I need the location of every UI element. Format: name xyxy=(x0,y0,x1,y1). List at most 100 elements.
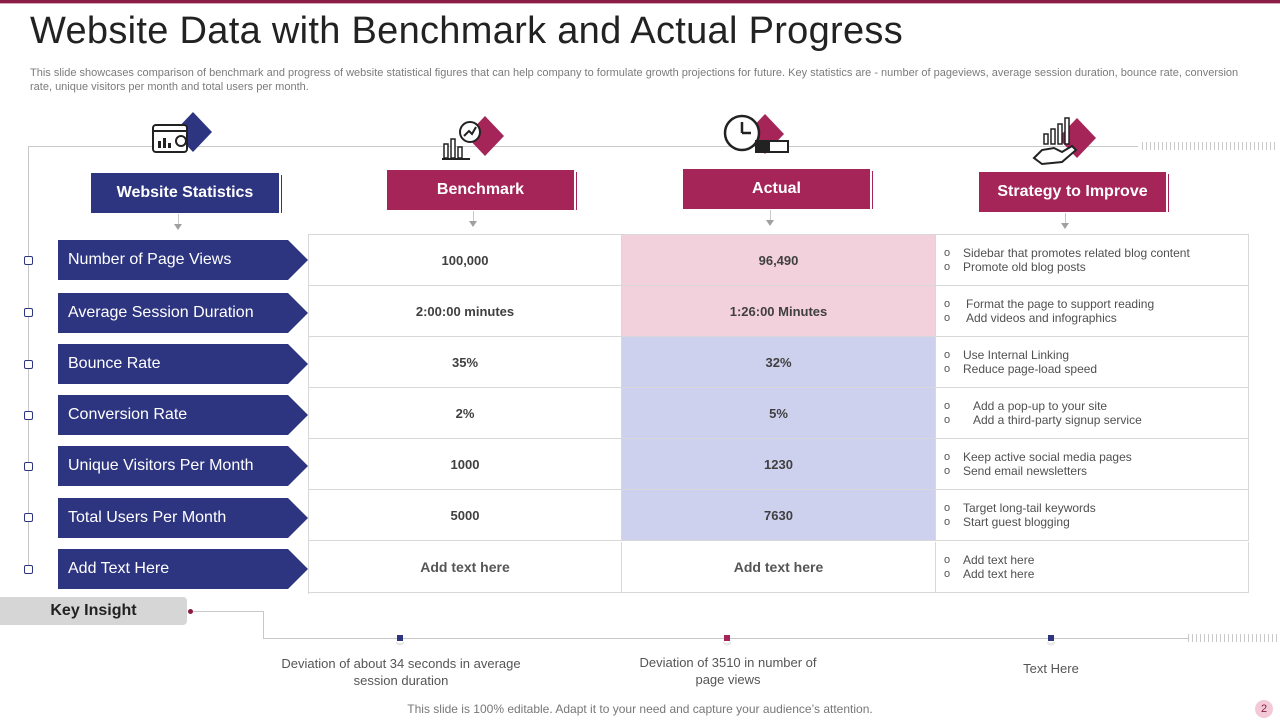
strategy-cell: Format the page to support reading Add v… xyxy=(936,286,1249,337)
benchmark-cell: 100,000 xyxy=(309,235,622,286)
row-label-text: Conversion Rate xyxy=(68,406,188,423)
strategy-item: Add a third-party signup service xyxy=(944,413,1142,427)
benchmark-cell: 5000 xyxy=(309,490,622,541)
strategy-cell: Use Internal Linking Reduce page-load sp… xyxy=(936,337,1249,388)
table-left-border xyxy=(308,234,309,594)
benchmark-cell: Add text here xyxy=(309,542,622,593)
header-actual: Actual xyxy=(683,169,870,209)
row-bullet xyxy=(24,513,33,522)
hand-chart-icon xyxy=(1032,114,1102,174)
strategy-item: Reduce page-load speed xyxy=(944,362,1097,376)
header-shadow-line xyxy=(281,175,282,213)
actual-cell: 5% xyxy=(622,388,936,439)
benchmark-cell: 2% xyxy=(309,388,622,439)
header-dotted-line xyxy=(1142,142,1278,150)
slide-subtitle: This slide showcases comparison of bench… xyxy=(30,67,1239,93)
strategy-item: Add text here xyxy=(944,567,1034,581)
strategy-item: Add a pop-up to your site xyxy=(944,399,1142,413)
insight-connector-drop xyxy=(263,611,264,638)
down-arrow-icon xyxy=(1061,223,1069,229)
strategy-cell: Add text here Add text here xyxy=(936,542,1249,593)
row-label-session-duration: Average Session Duration xyxy=(58,293,308,333)
insight-dotted-line xyxy=(1188,634,1278,642)
actual-cell: Add text here xyxy=(622,542,936,593)
top-accent-bar xyxy=(0,0,1280,3)
down-arrow-icon xyxy=(469,221,477,227)
header-connector-line xyxy=(28,146,1138,147)
header-label: Strategy to Improve xyxy=(997,183,1148,200)
row-label-conversion-rate: Conversion Rate xyxy=(58,395,308,435)
key-insight-dot xyxy=(188,609,193,614)
header-connector xyxy=(178,214,179,224)
benchmark-cell: 1000 xyxy=(309,439,622,490)
insight-note: Deviation of 3510 in number of page view… xyxy=(639,655,817,687)
chevron-down-icon: ︾ xyxy=(1047,642,1055,651)
header-shadow-line xyxy=(1168,174,1169,212)
top-accent-line xyxy=(0,3,1280,4)
dashboard-icon xyxy=(148,110,218,170)
table-top-border xyxy=(308,234,1249,235)
header-label: Website Statistics xyxy=(116,184,254,201)
header-benchmark: Benchmark xyxy=(387,170,574,210)
row-bullet xyxy=(24,411,33,420)
insight-note: Deviation of about 34 seconds in average… xyxy=(281,656,521,688)
strategy-cell: Keep active social media pages Send emai… xyxy=(936,439,1249,490)
strategy-item: Add videos and infographics xyxy=(944,311,1154,325)
strategy-item: Promote old blog posts xyxy=(944,260,1190,274)
header-connector xyxy=(473,211,474,221)
row-bullet xyxy=(24,565,33,574)
key-insight-text: Key Insight xyxy=(50,602,137,619)
row-bullet xyxy=(24,256,33,265)
actual-cell: 96,490 xyxy=(622,235,936,286)
page-number: 2 xyxy=(1255,700,1273,718)
note-marker xyxy=(1048,635,1054,641)
footer-text: This slide is 100% editable. Adapt it to… xyxy=(407,702,873,716)
strategy-list: Format the page to support reading Add v… xyxy=(944,297,1154,325)
row-label-text: Number of Page Views xyxy=(68,251,232,268)
strategy-item: Format the page to support reading xyxy=(944,297,1154,311)
insight-note: Text Here xyxy=(1023,661,1079,676)
actual-cell: 7630 xyxy=(622,490,936,541)
row-bullet xyxy=(24,308,33,317)
row-label-total-users: Total Users Per Month xyxy=(58,498,308,538)
strategy-list: Add text here Add text here xyxy=(944,553,1034,581)
header-shadow-line xyxy=(872,171,873,209)
strategy-list: Keep active social media pages Send emai… xyxy=(944,450,1132,478)
row-bullet xyxy=(24,360,33,369)
row-label-text: Bounce Rate xyxy=(68,355,161,372)
strategy-list: Sidebar that promotes related blog conte… xyxy=(944,246,1190,274)
row-label-add-text: Add Text Here xyxy=(58,549,308,589)
row-label-text: Total Users Per Month xyxy=(68,509,227,526)
header-shadow-line xyxy=(576,172,577,210)
strategy-list: Add a pop-up to your site Add a third-pa… xyxy=(944,399,1142,427)
strategy-list: Target long-tail keywords Start guest bl… xyxy=(944,501,1096,529)
header-strategy: Strategy to Improve xyxy=(979,172,1166,212)
strategy-list: Use Internal Linking Reduce page-load sp… xyxy=(944,348,1097,376)
note-marker xyxy=(724,635,730,641)
strategy-item: Send email newsletters xyxy=(944,464,1132,478)
note-marker xyxy=(397,635,403,641)
row-label-text: Unique Visitors Per Month xyxy=(68,457,254,474)
row-label-text: Add Text Here xyxy=(68,560,170,577)
strategy-item: Add text here xyxy=(944,553,1034,567)
strategy-cell: Target long-tail keywords Start guest bl… xyxy=(936,490,1249,541)
chevron-down-icon: ︾ xyxy=(396,642,404,651)
growth-chart-icon xyxy=(440,112,510,172)
benchmark-cell: 2:00:00 minutes xyxy=(309,286,622,337)
header-website-statistics: Website Statistics xyxy=(91,173,279,213)
row-bullet xyxy=(24,462,33,471)
strategy-item: Keep active social media pages xyxy=(944,450,1132,464)
header-label: Benchmark xyxy=(436,181,525,198)
row-label-page-views: Number of Page Views xyxy=(58,240,308,280)
key-insight-label: Key Insight xyxy=(0,597,187,625)
actual-cell: 32% xyxy=(622,337,936,388)
chevron-down-icon: ︾ xyxy=(723,642,731,651)
clock-icon xyxy=(722,110,792,170)
down-arrow-icon xyxy=(766,220,774,226)
header-connector xyxy=(770,210,771,220)
strategy-cell: Add a pop-up to your site Add a third-pa… xyxy=(936,388,1249,439)
benchmark-cell: 35% xyxy=(309,337,622,388)
header-label: Actual xyxy=(752,180,801,197)
header-connector xyxy=(1065,213,1066,223)
strategy-item: Use Internal Linking xyxy=(944,348,1097,362)
